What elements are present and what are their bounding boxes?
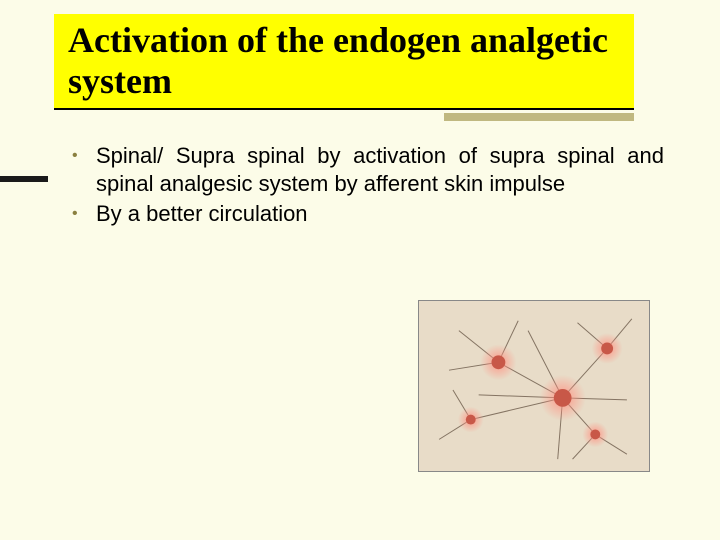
content-area: • Spinal/ Supra spinal by activation of … <box>72 142 664 230</box>
accent-bar <box>444 113 634 121</box>
bullet-icon: • <box>72 200 96 228</box>
list-item: • By a better circulation <box>72 200 664 228</box>
bullet-icon: • <box>72 142 96 170</box>
left-accent-bar <box>0 176 48 182</box>
slide-title: Activation of the endogen analgetic syst… <box>68 20 620 103</box>
bullet-text: Spinal/ Supra spinal by activation of su… <box>96 142 664 198</box>
neuron-illustration <box>418 300 650 472</box>
title-box: Activation of the endogen analgetic syst… <box>54 14 634 110</box>
bullet-text: By a better circulation <box>96 200 664 228</box>
list-item: • Spinal/ Supra spinal by activation of … <box>72 142 664 198</box>
